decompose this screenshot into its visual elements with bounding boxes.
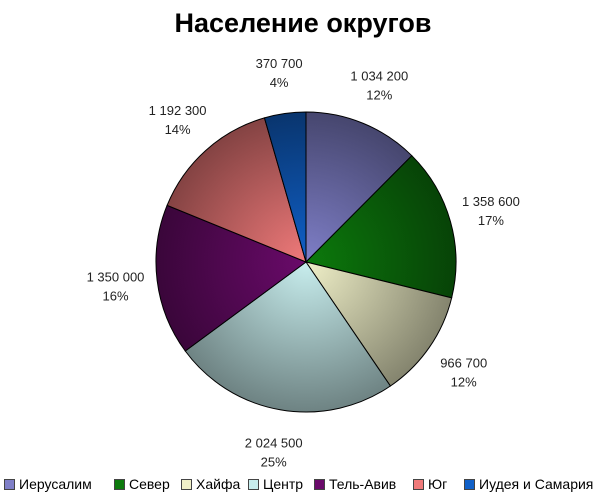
legend-swatch	[413, 478, 424, 490]
legend-swatch	[464, 478, 475, 490]
legend-item: Центр	[248, 476, 303, 492]
legend-swatch	[114, 478, 125, 490]
legend-label: Иерусалим	[19, 476, 92, 492]
legend-swatch	[314, 478, 325, 490]
legend: Иерусалим Север Хайфа Центр Тель-Авив Юг Иудея…	[0, 476, 606, 496]
pie-slice-3	[304, 261, 453, 387]
pie-slice-7	[263, 111, 307, 263]
legend-label: Центр	[263, 476, 304, 492]
legend-item: Иудея и Самария	[464, 476, 593, 492]
chart-title: Население округов	[174, 8, 432, 38]
legend-item: Иерусалим	[4, 476, 92, 492]
legend-item: Север	[114, 476, 170, 492]
slice-percent-label: 14%	[165, 122, 191, 137]
slice-value-label: 1 034 200	[350, 69, 408, 84]
slice-value-label: 2 024 500	[245, 435, 303, 450]
legend-swatch	[181, 478, 192, 490]
slice-value-label: 966 700	[440, 356, 487, 371]
slice-value-label: 1 350 000	[87, 270, 145, 285]
slice-percent-label: 16%	[102, 289, 128, 304]
slice-value-label: 1 358 600	[462, 194, 520, 209]
slice-percent-label: 12%	[451, 375, 477, 390]
legend-swatch	[248, 478, 259, 490]
pie-slice-4	[184, 261, 392, 413]
pie-slice-2	[305, 154, 457, 299]
legend-item: Юг	[413, 476, 447, 492]
legend-label: Север	[129, 476, 170, 492]
legend-label: Иудея и Самария	[479, 476, 594, 492]
pie-slice-5	[155, 204, 308, 352]
legend-label: Хайфа	[196, 476, 241, 492]
legend-swatch	[4, 478, 15, 490]
pie-slice-6	[166, 117, 307, 263]
slice-value-label: 370 700	[256, 56, 303, 71]
slice-value-label: 1 192 300	[149, 103, 207, 118]
pie-slice-1	[305, 111, 413, 264]
legend-label: Юг	[428, 476, 448, 492]
pie-chart: 1 034 200 12% 1 358 600 17% 966 700 12% 2 024 …	[87, 56, 520, 469]
legend-label: Тель-Авив	[329, 476, 397, 492]
legend-item: Тель-Авив	[314, 476, 396, 492]
legend-item: Хайфа	[181, 476, 240, 492]
slice-percent-label: 25%	[261, 454, 287, 469]
slice-percent-label: 4%	[270, 75, 289, 90]
slice-percent-label: 12%	[366, 88, 392, 103]
slice-percent-label: 17%	[478, 213, 504, 228]
